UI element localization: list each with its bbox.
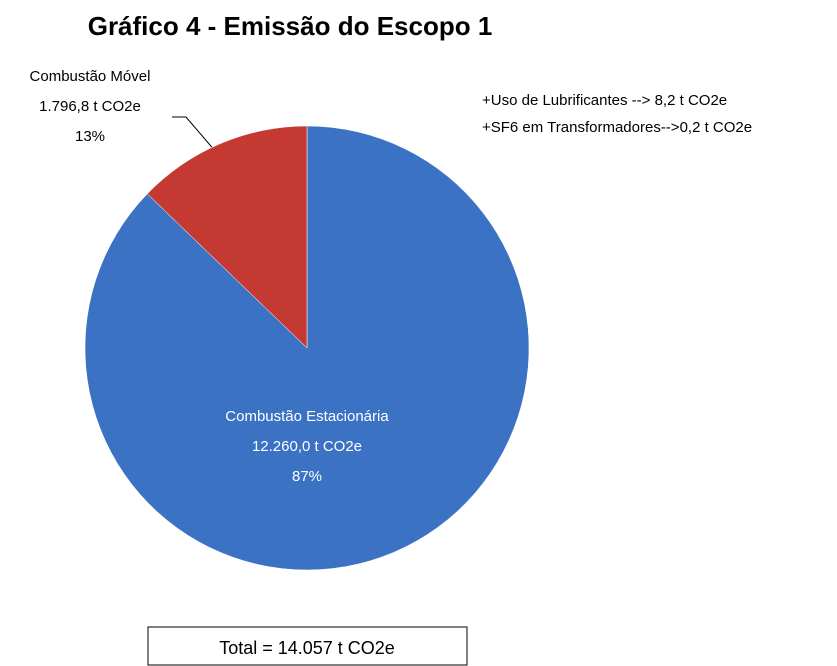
value-label: 1.796,8 t CO2e — [39, 98, 141, 115]
chart-title: Gráfico 4 - Emissão do Escopo 1 — [88, 11, 493, 41]
annotation: +SF6 em Transformadores-->0,2 t CO2e — [482, 119, 752, 136]
total-box — [147, 626, 468, 666]
value-label: 12.260,0 t CO2e — [252, 438, 362, 455]
percent-label: 87% — [292, 468, 322, 485]
percent-label: 13% — [75, 128, 105, 145]
slice-label: Combustão Estacionária — [225, 408, 389, 425]
slice-label: Combustão Móvel — [30, 68, 151, 85]
total-label: Total = 14.057 t CO2e — [219, 638, 395, 658]
pie-slice — [146, 125, 308, 349]
annotation: +Uso de Lubrificantes --> 8,2 t CO2e — [482, 92, 727, 109]
